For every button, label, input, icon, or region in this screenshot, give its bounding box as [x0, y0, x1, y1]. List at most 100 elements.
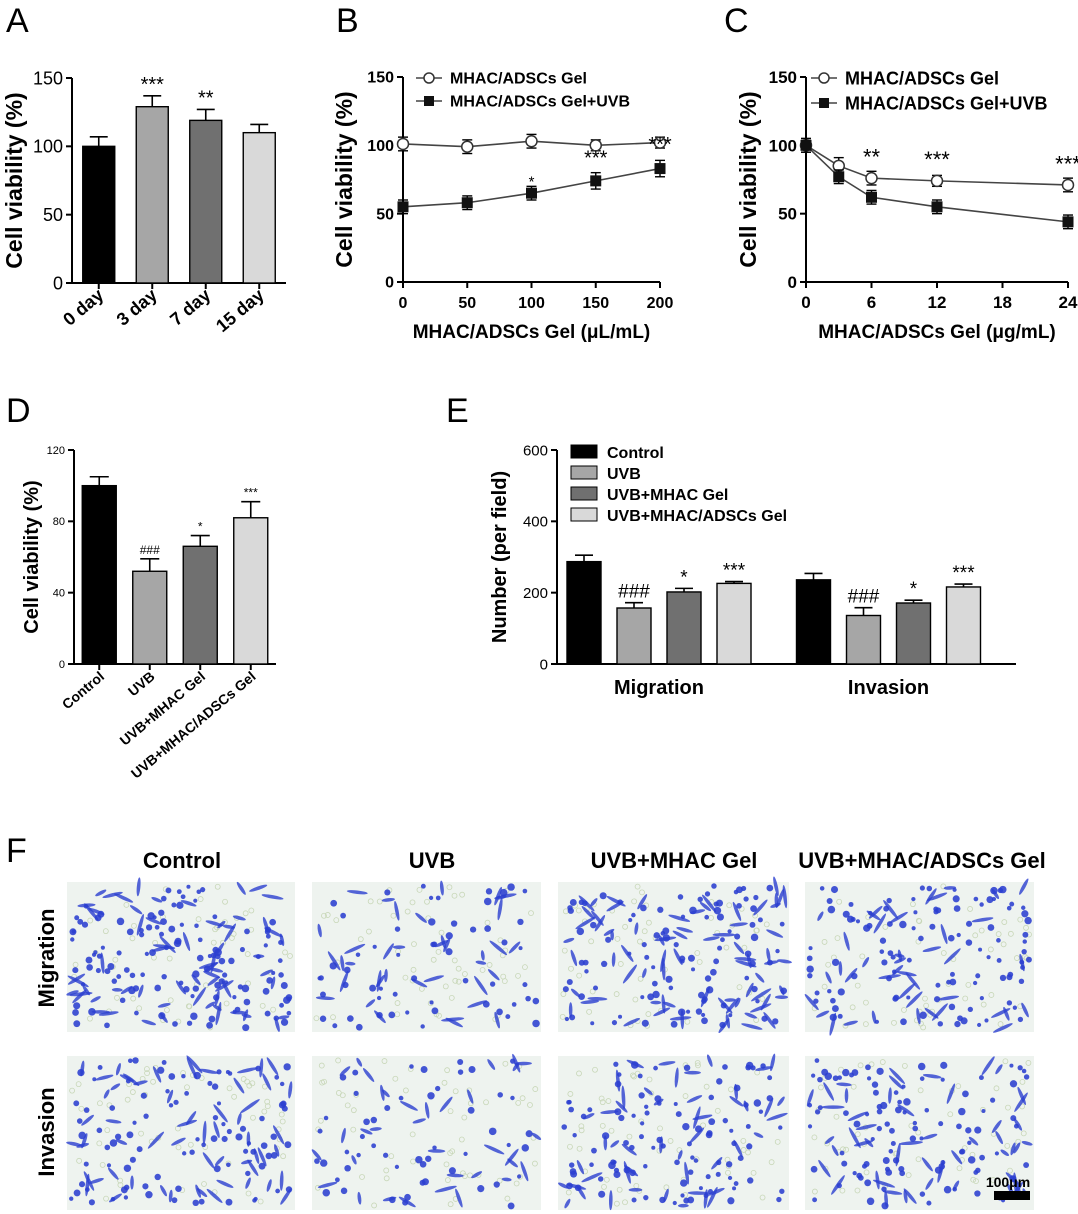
stained-cell	[657, 906, 664, 913]
stained-cell	[398, 1095, 404, 1101]
stained-cell	[924, 1007, 939, 1019]
stained-cell	[614, 1080, 622, 1088]
stained-cell	[940, 1077, 945, 1082]
stained-cell	[953, 905, 961, 912]
stained-cell	[715, 1171, 721, 1177]
stained-cell	[186, 1020, 193, 1026]
stained-cell	[113, 893, 134, 903]
stained-cell	[269, 918, 277, 926]
stained-cell	[129, 972, 136, 979]
membrane-pore	[279, 1118, 286, 1125]
stained-cell	[1022, 931, 1029, 938]
significance-label: *	[680, 567, 688, 588]
stained-cell	[279, 1081, 285, 1087]
stained-cell	[808, 946, 813, 951]
stained-cell	[237, 1067, 258, 1074]
stained-cell	[631, 1113, 636, 1118]
membrane-pore	[166, 955, 173, 962]
stained-cell	[902, 1110, 907, 1115]
stained-cell	[862, 957, 870, 968]
stained-cell	[814, 1109, 821, 1115]
stained-cell	[677, 1203, 689, 1208]
stained-cell	[753, 894, 759, 901]
stained-cell	[563, 937, 575, 943]
stained-cell	[352, 1069, 359, 1076]
stained-cell	[576, 1160, 585, 1175]
stained-cell	[811, 1073, 816, 1078]
stained-cell	[623, 1139, 629, 1146]
stained-cell	[104, 968, 111, 975]
stained-cell	[104, 1022, 110, 1029]
stained-cell	[382, 1196, 397, 1202]
stained-cell	[351, 1155, 357, 1165]
stained-cell	[462, 977, 469, 984]
membrane-pore	[451, 957, 458, 964]
stained-cell	[400, 1101, 418, 1111]
stained-cell	[890, 954, 896, 960]
stained-cell	[74, 915, 80, 921]
membrane-pore	[631, 1073, 637, 1080]
stained-cell	[262, 1073, 272, 1091]
stained-cell	[929, 923, 936, 930]
stained-cell	[889, 1127, 895, 1134]
stained-cell	[232, 995, 237, 1000]
membrane-pore	[435, 948, 442, 955]
y-tick-label: 150	[33, 68, 63, 88]
stained-cell	[319, 991, 326, 998]
bar-7-day	[189, 119, 223, 284]
legend-swatch	[570, 444, 598, 459]
membrane-pore	[484, 919, 491, 926]
stained-cell	[127, 1058, 133, 1064]
stained-cell	[643, 1164, 648, 1169]
stained-cell	[940, 923, 948, 945]
stained-cell	[239, 946, 245, 953]
stained-cell	[347, 1015, 354, 1022]
stained-cell	[677, 1008, 686, 1016]
membrane-pore	[321, 1078, 327, 1085]
stained-cell	[159, 936, 176, 954]
stained-cell	[717, 997, 733, 1014]
membrane-pore	[993, 1085, 1000, 1092]
stained-cell	[365, 999, 376, 1008]
stained-cell	[991, 1119, 1002, 1134]
stained-cell	[971, 917, 994, 923]
stained-cell	[674, 1067, 679, 1088]
stained-cell	[597, 1176, 604, 1182]
stained-cell	[758, 1109, 764, 1114]
stained-cell	[943, 1185, 952, 1194]
membrane-pore	[637, 938, 643, 945]
stained-cell	[879, 937, 887, 944]
stained-cell	[475, 960, 487, 965]
membrane-pore	[318, 1062, 325, 1069]
membrane-pore	[922, 995, 928, 1002]
stained-cell	[147, 1131, 165, 1149]
stained-cell	[410, 978, 428, 988]
membrane-pore	[834, 935, 841, 942]
stained-cell	[704, 975, 712, 982]
stained-cell	[956, 932, 961, 938]
stained-cell	[439, 1096, 453, 1113]
stained-cell	[676, 927, 693, 933]
stained-cell	[525, 1130, 533, 1138]
stained-cell	[143, 1113, 149, 1119]
stained-cell	[938, 995, 960, 1001]
stained-cell	[842, 1068, 850, 1077]
stained-cell	[434, 940, 449, 948]
stained-cell	[323, 1115, 329, 1121]
membrane-pore	[458, 1136, 465, 1143]
stained-cell	[722, 1064, 728, 1070]
membrane-pore	[956, 1165, 963, 1172]
stained-cell	[587, 996, 608, 1001]
stained-cell	[661, 994, 666, 1014]
micrograph-background	[558, 1056, 789, 1210]
stained-cell	[280, 1018, 289, 1026]
stained-cell	[729, 1096, 744, 1107]
stained-cell	[95, 968, 101, 974]
x-tick-label: 200	[647, 295, 674, 312]
stained-cell	[615, 1100, 628, 1113]
stained-cell	[705, 1131, 713, 1139]
stained-cell	[598, 1190, 606, 1198]
membrane-pore	[947, 1111, 954, 1118]
stained-cell	[865, 1064, 871, 1071]
stained-cell	[216, 1179, 234, 1188]
